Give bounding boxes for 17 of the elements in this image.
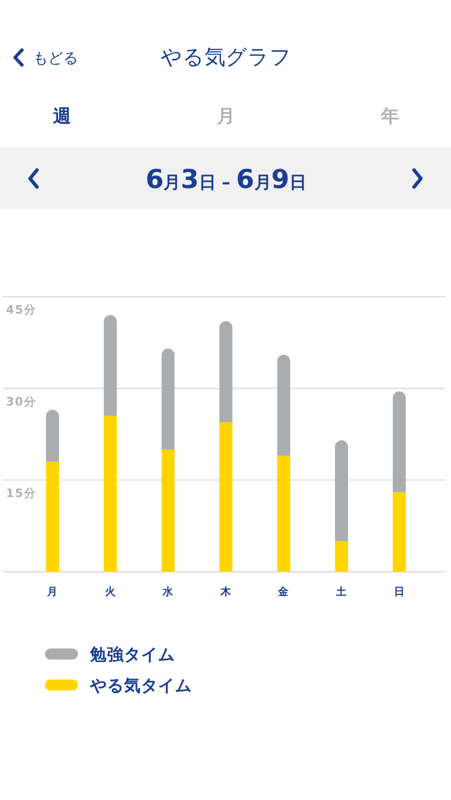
legend-label: やる気タイム	[89, 676, 192, 695]
x-tick-label: 土	[335, 585, 347, 598]
x-tick-label: 木	[219, 585, 232, 598]
text: 週	[52, 106, 71, 127]
x-tick-label: 月	[46, 586, 58, 598]
legend-label: 勉強タイム	[89, 645, 175, 664]
text: 月	[216, 106, 235, 127]
y-tick-label: 15分	[6, 486, 38, 500]
y-tick-label: 30分	[6, 394, 38, 408]
y-tick-label: 45分	[6, 302, 38, 317]
text: もどる	[33, 49, 78, 67]
x-tick-label: 日	[394, 586, 405, 598]
x-tick-label: 水	[162, 585, 175, 598]
x-tick-label: 火	[104, 585, 117, 598]
chart-title: やる気グラフ	[160, 45, 292, 69]
x-tick-label: 金	[277, 585, 290, 598]
text: 年	[380, 106, 399, 127]
